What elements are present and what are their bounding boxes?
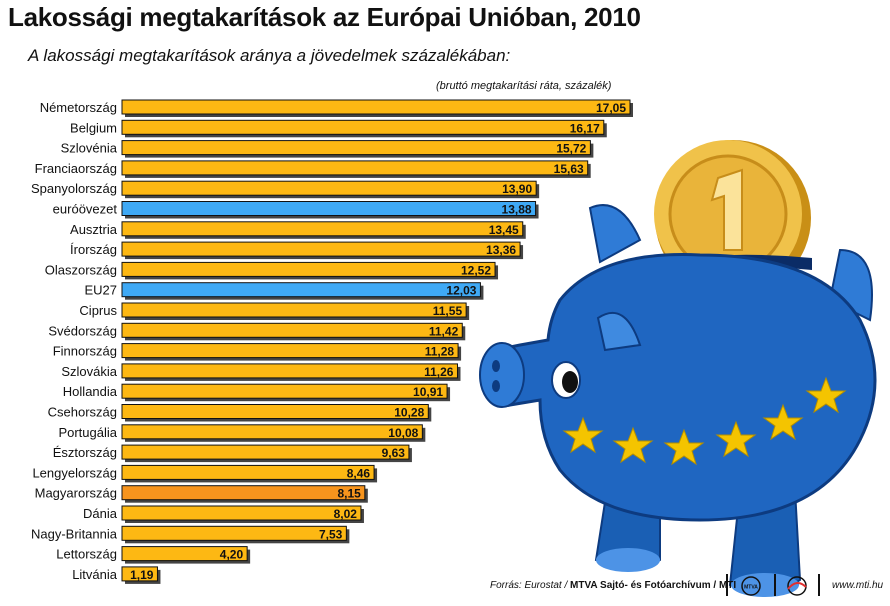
unit-note: (bruttó megtakarítási ráta, százalék) — [436, 80, 612, 92]
category-label: Portugália — [58, 425, 117, 440]
bar — [121, 404, 429, 419]
value-label: 1,19 — [130, 568, 154, 582]
star-icon — [715, 420, 757, 458]
bar — [121, 241, 521, 257]
bar — [121, 140, 591, 156]
bar — [121, 201, 537, 216]
source-bold: MTVA Sajtó- és Fotóarchívum / MTI — [570, 580, 737, 591]
category-label: Hollandia — [63, 384, 118, 399]
category-label: Dánia — [83, 506, 118, 521]
bar — [121, 99, 631, 115]
star-icon — [612, 426, 654, 464]
footer-separator — [818, 574, 820, 596]
bar — [121, 119, 605, 135]
bar — [121, 261, 496, 277]
bar — [121, 221, 524, 237]
bar — [121, 444, 410, 460]
value-label: 16,17 — [570, 121, 600, 135]
category-label: Magyarország — [35, 486, 117, 501]
mtva-logo-icon: MTVA — [741, 576, 761, 596]
category-label: Szlovákia — [61, 364, 117, 379]
footer-separator — [726, 574, 728, 596]
category-label: Belgium — [70, 120, 117, 135]
category-label: Finnország — [53, 344, 117, 359]
piggy-bank-illustration — [479, 140, 877, 597]
category-label: Spanyolország — [31, 181, 117, 196]
bar — [121, 343, 459, 359]
bar — [121, 485, 366, 501]
chart-subtitle: A lakossági megtakarítások aránya a jöve… — [28, 46, 511, 65]
category-label: Ausztria — [70, 222, 118, 237]
bars-group: Németország 17,05 Belgium 16,17 Szlovénia 15,… — [31, 99, 633, 584]
value-label: 11,42 — [429, 324, 459, 338]
category-label: Németország — [40, 100, 117, 115]
logo1-text: MTVA — [744, 585, 758, 591]
value-label: 8,46 — [347, 466, 371, 480]
value-label: 4,20 — [220, 548, 244, 562]
website-link[interactable]: www.mti.hu — [832, 580, 884, 591]
category-label: Nagy-Britannia — [31, 526, 118, 541]
star-icon — [762, 403, 804, 441]
chart-title: Lakossági megtakarítások az Európai Unió… — [8, 2, 641, 32]
bar — [121, 424, 423, 440]
value-label: 10,91 — [413, 385, 443, 399]
star-icon — [663, 428, 705, 466]
value-label: 12,52 — [461, 263, 491, 277]
value-label: 11,28 — [425, 345, 455, 359]
value-label: 8,15 — [337, 487, 361, 501]
category-label: Svédország — [48, 323, 117, 338]
category-label: Ciprus — [79, 303, 117, 318]
bar — [121, 180, 537, 196]
category-label: Lettország — [56, 547, 117, 562]
category-label: euróövezet — [53, 202, 118, 217]
star-icon — [805, 376, 847, 414]
category-label: Észtország — [53, 445, 117, 460]
value-label: 17,05 — [596, 101, 626, 115]
category-label: Szlovénia — [61, 141, 118, 156]
value-label: 8,02 — [334, 507, 358, 521]
mti-logo-icon — [787, 576, 807, 596]
category-label: EU27 — [84, 283, 117, 298]
bar — [121, 302, 467, 318]
value-label: 15,72 — [556, 142, 586, 156]
value-label: 15,63 — [554, 162, 584, 176]
source-note: Forrás: Eurostat / MTVA Sajtó- és Fotóar… — [490, 580, 736, 591]
category-label: Olaszország — [45, 262, 117, 277]
category-label: Franciaország — [35, 161, 117, 176]
value-label: 12,03 — [446, 284, 476, 298]
category-label: Lengyelország — [32, 465, 117, 480]
value-label: 10,08 — [388, 426, 418, 440]
source-prefix: Forrás: Eurostat / — [490, 580, 571, 591]
category-label: Csehország — [48, 405, 117, 420]
category-label: Írország — [70, 242, 117, 257]
value-label: 11,55 — [433, 304, 463, 318]
value-label: 9,63 — [382, 446, 406, 460]
value-label: 7,53 — [319, 527, 343, 541]
value-label: 11,26 — [424, 365, 454, 379]
bar — [121, 160, 589, 176]
value-label: 10,28 — [394, 406, 424, 420]
bar — [121, 566, 158, 582]
value-label: 13,90 — [502, 182, 532, 196]
value-label: 13,45 — [489, 223, 519, 237]
bar — [121, 363, 458, 379]
bar — [121, 282, 481, 298]
category-label: Litvánia — [72, 567, 118, 582]
value-label: 13,36 — [486, 243, 516, 257]
bar — [121, 322, 463, 338]
bar — [121, 525, 347, 541]
bar — [121, 383, 448, 399]
bar — [121, 464, 375, 480]
star-icon — [562, 416, 604, 454]
footer-separator — [774, 574, 776, 596]
bar — [121, 546, 248, 562]
bar — [121, 505, 362, 521]
value-label: 13,88 — [502, 203, 532, 217]
